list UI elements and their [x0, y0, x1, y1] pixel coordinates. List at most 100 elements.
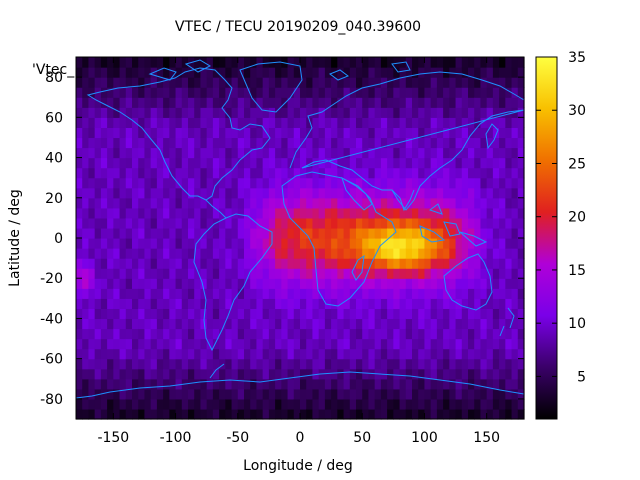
heatmap-cell — [449, 288, 457, 299]
heatmap-cell — [436, 117, 444, 128]
heatmap-cell — [100, 97, 108, 108]
heatmap-cell — [219, 227, 226, 239]
heatmap-cell — [119, 248, 127, 259]
heatmap-cell — [387, 207, 394, 219]
heatmap-cell — [318, 127, 326, 139]
heatmap-cell — [374, 177, 382, 189]
heatmap-cell — [125, 137, 133, 149]
heatmap-cell — [100, 157, 108, 169]
heatmap-cell — [480, 227, 488, 239]
heatmap-cell — [499, 107, 506, 118]
heatmap-cell — [250, 137, 258, 149]
heatmap-cell — [424, 398, 432, 410]
heatmap-cell — [362, 368, 370, 380]
heatmap-cell — [387, 268, 394, 279]
heatmap-cell — [244, 97, 251, 108]
heatmap-cell — [461, 268, 469, 279]
heatmap-cell — [399, 348, 407, 360]
heatmap-cell — [231, 187, 239, 199]
heatmap-cell — [312, 318, 320, 330]
heatmap-cell — [100, 338, 108, 350]
heatmap-cell — [231, 308, 239, 320]
heatmap-cell — [256, 157, 264, 169]
heatmap-cell — [324, 137, 332, 149]
heatmap-cell — [324, 77, 332, 88]
heatmap-cell — [486, 157, 494, 169]
heatmap-cell — [119, 127, 127, 139]
heatmap-cell — [393, 67, 401, 78]
heatmap-cell — [132, 388, 139, 400]
heatmap-cell — [405, 318, 413, 330]
heatmap-cell — [455, 348, 463, 360]
heatmap-cell — [107, 197, 114, 209]
heatmap-cell — [424, 378, 432, 390]
heatmap-cell — [132, 328, 139, 340]
heatmap-cell — [219, 308, 226, 320]
heatmap-cell — [468, 298, 475, 309]
heatmap-cell — [374, 398, 382, 410]
heatmap-cell — [362, 97, 370, 108]
heatmap-cell — [443, 87, 450, 98]
heatmap-cell — [499, 157, 506, 169]
heatmap-cell — [76, 127, 83, 139]
heatmap-cell — [275, 288, 282, 299]
heatmap-cell — [237, 217, 245, 229]
heatmap-cell — [300, 238, 307, 249]
heatmap-cell — [474, 147, 482, 159]
heatmap-cell — [349, 177, 357, 189]
heatmap-cell — [324, 258, 332, 269]
heatmap-cell — [362, 87, 370, 98]
heatmap-cell — [268, 408, 276, 420]
heatmap-cell — [343, 207, 351, 219]
heatmap-cell — [268, 77, 276, 88]
heatmap-cell — [125, 207, 133, 219]
heatmap-cell — [175, 187, 183, 199]
heatmap-cell — [349, 298, 357, 309]
heatmap-cell — [256, 368, 264, 380]
heatmap-cell — [82, 398, 90, 410]
heatmap-cell — [393, 388, 401, 400]
heatmap-cell — [356, 308, 363, 320]
heatmap-cell — [412, 328, 419, 340]
heatmap-cell — [206, 258, 214, 269]
heatmap-cell — [424, 167, 432, 179]
heatmap-cell — [125, 57, 133, 68]
heatmap-cell — [492, 268, 500, 279]
heatmap-cell — [156, 328, 164, 340]
heatmap-cell — [250, 288, 258, 299]
heatmap-cell — [499, 77, 506, 88]
heatmap-cell — [412, 67, 419, 78]
heatmap-cell — [200, 107, 208, 118]
heatmap-cell — [412, 308, 419, 320]
heatmap-cell — [206, 197, 214, 209]
heatmap-cell — [94, 137, 102, 149]
heatmap-cell — [505, 298, 513, 309]
heatmap-cell — [362, 147, 370, 159]
heatmap-cell — [150, 217, 158, 229]
heatmap-cell — [331, 288, 338, 299]
coast-india — [391, 189, 415, 212]
heatmap-cell — [412, 378, 419, 390]
heatmap-cell — [449, 127, 457, 139]
heatmap-cell — [175, 408, 183, 420]
heatmap-cell — [399, 157, 407, 169]
heatmap-cell — [194, 358, 202, 370]
heatmap-cell — [511, 137, 519, 149]
heatmap-cell — [461, 147, 469, 159]
heatmap-cell — [412, 127, 419, 139]
heatmap-cell — [256, 107, 264, 118]
heatmap-cell — [188, 137, 195, 149]
heatmap-cell — [100, 77, 108, 88]
heatmap-cell — [188, 77, 195, 88]
heatmap-cell — [356, 398, 363, 410]
heatmap-cell — [163, 248, 170, 259]
heatmap-cell — [424, 298, 432, 309]
heatmap-cell — [132, 358, 139, 370]
heatmap-cell — [119, 187, 127, 199]
heatmap-cell — [424, 328, 432, 340]
heatmap-cell — [244, 328, 251, 340]
heatmap-cell — [505, 117, 513, 128]
heatmap-cell — [405, 308, 413, 320]
heatmap-cell — [374, 328, 382, 340]
heatmap-cell — [256, 328, 264, 340]
